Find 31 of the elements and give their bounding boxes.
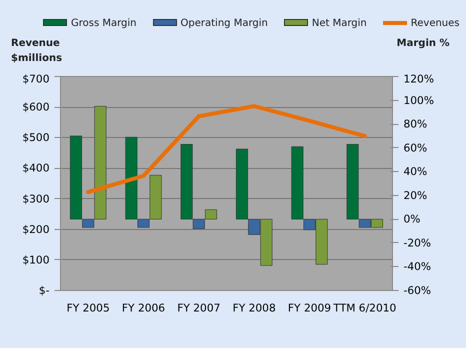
x-tick-label: FY 2006: [122, 302, 166, 314]
y2-tick-label: -60%: [404, 284, 432, 297]
legend-label: Revenues: [410, 17, 460, 31]
legend-label: Operating Margin: [180, 17, 268, 31]
x-tick-label: FY 2008: [232, 302, 276, 314]
y2-tick-label: 20%: [404, 188, 428, 202]
x-tick-label: FY 2007: [177, 302, 220, 314]
y2-tick-label: 60%: [404, 141, 428, 154]
y-tick-label: $200: [22, 222, 50, 236]
y2-axis-title: Margin %: [396, 37, 450, 52]
y-tick-label: $700: [22, 72, 50, 86]
y2-tick-label: 120%: [404, 72, 434, 86]
y2-tick-label: -40%: [404, 260, 432, 274]
y-tick-label: $600: [22, 100, 50, 114]
y2-tick-label: 0%: [404, 212, 420, 226]
x-tick-label: TTM 6/2010: [332, 302, 397, 314]
x-tick-label: FY 2009: [288, 302, 332, 314]
y-tick-label: $100: [22, 253, 50, 266]
y-tick-label: $300: [22, 192, 50, 206]
y2-tick-label: 100%: [404, 94, 434, 107]
y-tick-label: $400: [22, 162, 50, 175]
y2-tick-label: -20%: [404, 236, 432, 250]
legend-label: Gross Margin: [70, 17, 137, 31]
x-tick-label: FY 2005: [66, 302, 110, 314]
line-series: [86, 104, 367, 194]
y2-tick-label: 80%: [404, 118, 428, 131]
legend-label: Net Margin: [310, 17, 367, 31]
y-tick-label: $-: [38, 284, 50, 297]
y2-tick-label: 40%: [404, 165, 428, 178]
y-axis-title: Revenue $millions: [11, 37, 62, 66]
y-tick-label: $500: [22, 131, 50, 144]
